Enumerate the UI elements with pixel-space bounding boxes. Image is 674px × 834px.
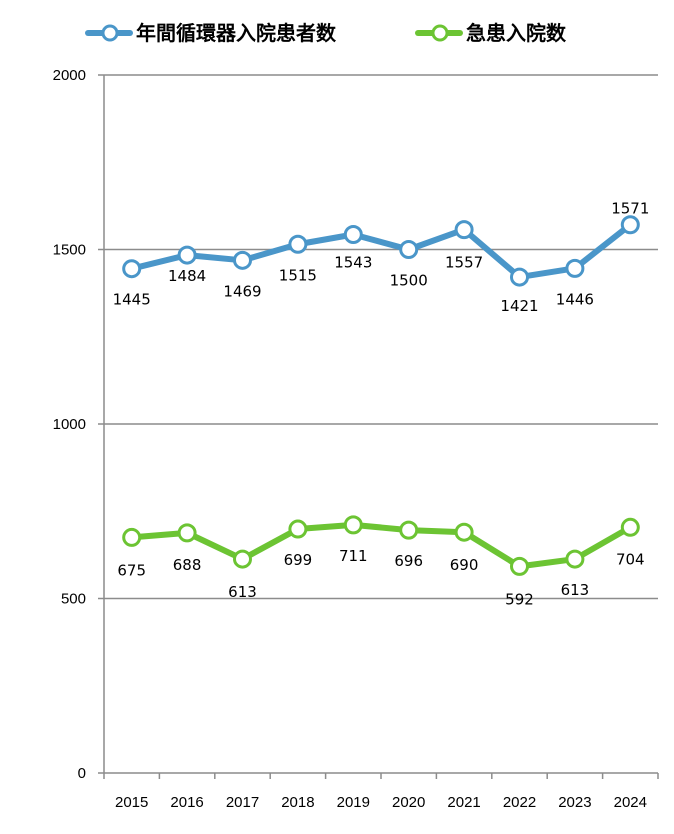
data-label: 675	[117, 561, 146, 579]
data-point	[454, 522, 474, 542]
data-point	[454, 220, 474, 240]
data-label: 1421	[500, 297, 538, 315]
legend-label-series-1: 年間循環器入院患者数	[136, 21, 337, 45]
series-layer: 1445 1484 1469 1515 1543 1500 1557 1421 1446 1571…	[113, 200, 650, 609]
data-label: 1445	[113, 291, 151, 309]
data-point	[122, 259, 142, 279]
data-point	[233, 549, 252, 569]
y-tick-label: 0	[78, 765, 86, 782]
data-label: 1484	[168, 267, 206, 285]
data-point	[177, 523, 197, 543]
data-label: 711	[339, 547, 368, 565]
data-point	[565, 549, 585, 569]
gridlines	[98, 74, 658, 774]
data-point	[177, 245, 197, 265]
data-point	[399, 520, 419, 540]
data-label: 1557	[445, 254, 483, 272]
data-label: 699	[284, 551, 313, 569]
data-point	[122, 527, 142, 547]
data-label: 688	[173, 556, 202, 574]
data-point	[399, 240, 419, 259]
y-tick-label: 500	[61, 591, 86, 608]
legend-item-series-1: 年間循環器入院患者数	[85, 21, 337, 45]
data-point	[288, 234, 308, 254]
data-point	[620, 215, 640, 235]
x-tick-label: 2019	[337, 794, 370, 811]
data-label: 1446	[556, 290, 594, 308]
data-point	[510, 267, 529, 287]
data-label: 696	[394, 552, 423, 570]
x-tick-label: 2022	[503, 794, 536, 811]
data-point	[288, 519, 308, 539]
data-point	[565, 258, 585, 278]
series-line	[128, 521, 634, 570]
series-line	[128, 221, 634, 281]
x-tick-label: 2024	[614, 794, 647, 811]
data-label: 613	[228, 583, 257, 601]
data-label: 1469	[223, 282, 261, 300]
series-1: 1445 1484 1469 1515 1543 1500 1557 1421 1446 1571	[113, 200, 650, 315]
data-label: 1500	[390, 272, 428, 290]
data-label: 1515	[279, 266, 317, 284]
data-label: 1543	[334, 253, 372, 271]
y-tick-label: 2000	[53, 67, 86, 84]
legend: 年間循環器入院患者数 急患入院数	[85, 21, 567, 45]
data-point	[510, 556, 529, 576]
x-tick-label: 2015	[115, 794, 148, 811]
series-2: 675 688 613 699 711 696 690 592 613 704	[117, 515, 645, 608]
y-tick-label: 1000	[53, 416, 86, 433]
x-tick-label: 2018	[281, 794, 314, 811]
x-tick-label: 2020	[392, 794, 425, 811]
y-axis-tick-labels: 0 500 1000 1500 2000	[53, 67, 86, 782]
x-tick-label: 2016	[170, 794, 203, 811]
x-tick-label: 2017	[226, 794, 259, 811]
data-point	[343, 515, 363, 535]
data-label: 1571	[611, 200, 649, 218]
data-label: 613	[561, 581, 590, 599]
x-tick-label: 2021	[447, 794, 480, 811]
y-tick-label: 1500	[53, 242, 86, 259]
data-label: 690	[450, 556, 479, 574]
legend-label-series-2: 急患入院数	[466, 21, 567, 45]
legend-item-series-2: 急患入院数	[415, 21, 567, 45]
axes	[103, 75, 659, 779]
data-label: 592	[505, 590, 534, 608]
x-tick-label: 2023	[558, 794, 591, 811]
x-axis-tick-labels: 2015 2016 2017 2018 2019 2020 2021 2022 2023 2024	[115, 794, 647, 811]
data-point	[343, 224, 363, 244]
data-point	[620, 517, 640, 537]
data-label: 704	[616, 550, 645, 568]
data-point	[233, 250, 252, 270]
